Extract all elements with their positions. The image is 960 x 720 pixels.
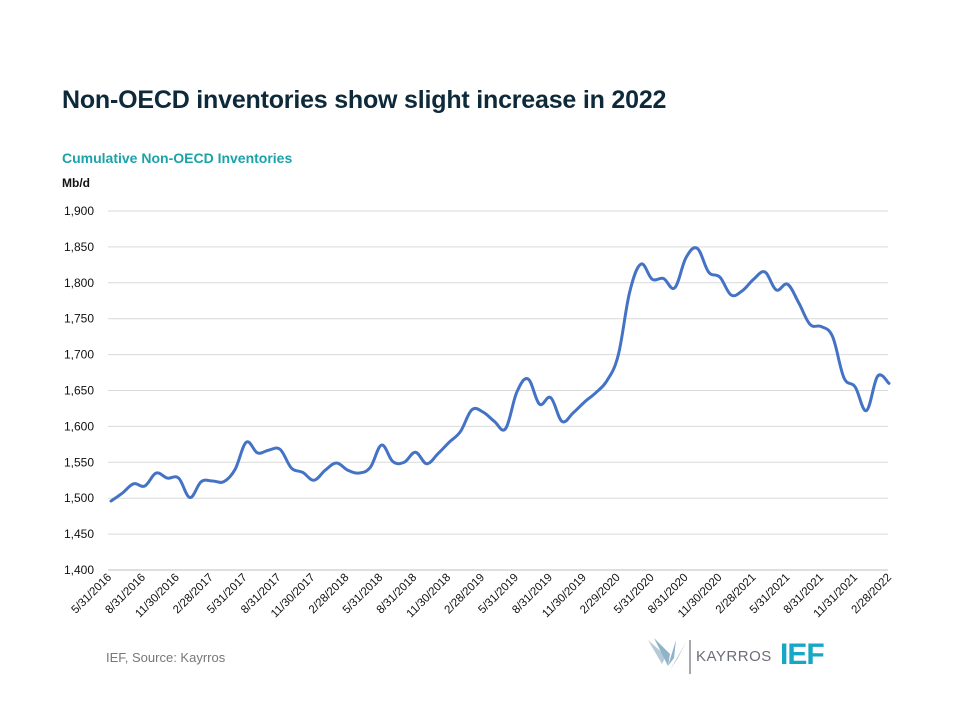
source-note: IEF, Source: Kayrros (106, 650, 226, 665)
data-point (854, 385, 857, 388)
data-point (380, 444, 383, 447)
data-point (414, 451, 417, 454)
data-point (200, 480, 203, 483)
y-tick-label: 1,500 (64, 491, 94, 505)
data-point (110, 500, 113, 503)
data-point (549, 396, 552, 399)
data-point (651, 278, 654, 281)
data-point (809, 323, 812, 326)
data-point (256, 451, 259, 454)
kayrros-bird-icon (648, 638, 691, 674)
data-point (391, 460, 394, 463)
data-point (222, 480, 225, 483)
data-point (234, 468, 237, 471)
data-point (831, 335, 834, 338)
data-point (628, 291, 631, 294)
data-point (842, 376, 845, 379)
data-point (335, 462, 338, 465)
data-point (267, 449, 270, 452)
data-point (245, 441, 248, 444)
data-point (887, 382, 890, 385)
data-point (797, 301, 800, 304)
data-point (718, 276, 721, 279)
data-point (279, 448, 282, 451)
data-point (572, 411, 575, 414)
ief-logo: IEF (780, 638, 825, 671)
data-point (606, 379, 609, 382)
data-point (301, 471, 304, 474)
data-point (707, 271, 710, 274)
data-point (425, 462, 428, 465)
data-point (673, 286, 676, 289)
data-point (730, 294, 733, 297)
data-point (763, 271, 766, 274)
data-point (312, 479, 315, 482)
y-tick-label: 1,700 (64, 348, 94, 362)
data-point (775, 288, 778, 291)
footer-logos: KAYRROS IEF (646, 636, 846, 676)
data-point (617, 353, 620, 356)
data-point (155, 472, 158, 475)
data-point (865, 409, 868, 412)
data-point (786, 283, 789, 286)
data-point (436, 452, 439, 455)
data-point (346, 469, 349, 472)
y-tick-label: 1,800 (64, 276, 94, 290)
data-point (482, 411, 485, 414)
data-point (685, 256, 688, 259)
data-point (448, 441, 451, 444)
data-point (820, 325, 823, 328)
data-point (369, 466, 372, 469)
data-point (290, 467, 293, 470)
data-point (403, 461, 406, 464)
data-point (177, 477, 180, 480)
data-point (493, 420, 496, 423)
data-point (515, 390, 518, 393)
data-point (459, 430, 462, 433)
series-line (109, 246, 891, 503)
data-point (470, 408, 473, 411)
y-axis-unit-label: Mb/d (62, 176, 90, 190)
y-tick-label: 1,400 (64, 563, 94, 577)
data-point (560, 420, 563, 423)
y-tick-label: 1,650 (64, 384, 94, 398)
y-tick-label: 1,550 (64, 455, 94, 469)
y-tick-label: 1,600 (64, 419, 94, 433)
kayrros-logo-text: KAYRROS (696, 648, 772, 665)
y-tick-label: 1,750 (64, 312, 94, 326)
data-point (876, 375, 879, 378)
y-tick-label: 1,850 (64, 240, 94, 254)
data-point (527, 378, 530, 381)
data-point (121, 492, 124, 495)
data-point (143, 484, 146, 487)
data-point (132, 482, 135, 485)
chart-title: Cumulative Non-OECD Inventories (62, 150, 293, 166)
data-point (211, 479, 214, 482)
data-point (188, 496, 191, 499)
page-title: Non-OECD inventories show slight increas… (62, 86, 667, 114)
data-point (324, 469, 327, 472)
y-tick-label: 1,450 (64, 527, 94, 541)
data-point (538, 403, 541, 406)
data-point (752, 278, 755, 281)
data-point (594, 391, 597, 394)
data-point (696, 247, 699, 250)
data-point (166, 477, 169, 480)
data-point (639, 263, 642, 266)
data-point (358, 472, 361, 475)
data-point (741, 289, 744, 292)
data-point (662, 277, 665, 280)
y-tick-label: 1,900 (64, 204, 94, 218)
data-point (583, 400, 586, 403)
data-point (504, 427, 507, 430)
